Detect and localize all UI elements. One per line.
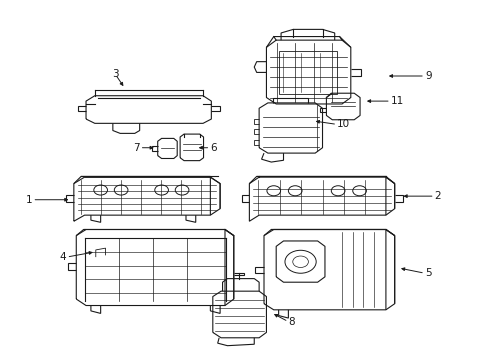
- Text: 11: 11: [390, 96, 403, 106]
- Text: 10: 10: [336, 120, 349, 129]
- Bar: [278, 51, 336, 94]
- Text: 7: 7: [133, 143, 140, 153]
- Text: 2: 2: [434, 191, 440, 201]
- Text: 9: 9: [424, 71, 430, 81]
- Text: 1: 1: [26, 195, 32, 205]
- Text: 6: 6: [210, 143, 217, 153]
- Text: 5: 5: [424, 268, 430, 278]
- Text: 3: 3: [112, 69, 119, 79]
- Text: 4: 4: [60, 252, 66, 262]
- Text: 8: 8: [288, 317, 294, 327]
